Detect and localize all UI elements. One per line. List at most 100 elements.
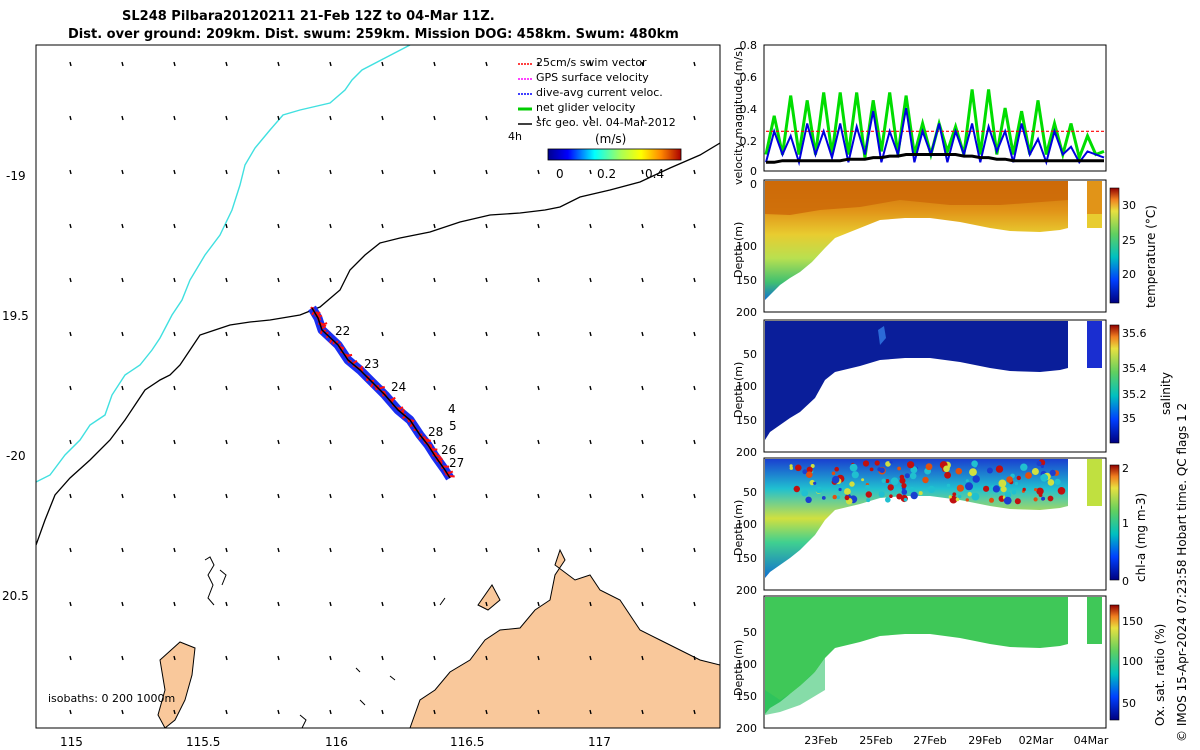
- y-tick: 20.5: [2, 589, 29, 603]
- velocity-arrow: [381, 439, 384, 445]
- chl-dot: [901, 483, 907, 489]
- chl-dot: [832, 494, 837, 500]
- chl-dot: [1038, 493, 1043, 497]
- y-tick: -20: [6, 449, 26, 463]
- velocity-arrow: [121, 493, 124, 499]
- velocity-arrow: [225, 709, 228, 715]
- map-colorbar: 4h (m/s) 0 0.2 0.4: [508, 130, 682, 181]
- velocity-arrow: [381, 331, 384, 337]
- velocity-arrow: [69, 115, 72, 121]
- day-label: 28: [428, 425, 443, 439]
- chl-dot: [1003, 496, 1012, 505]
- chl-dot: [844, 495, 850, 501]
- velocity-arrow: [225, 115, 228, 121]
- y-tick: 0.6: [740, 71, 758, 84]
- chl-dot: [1054, 478, 1061, 485]
- velocity-arrow: [641, 331, 644, 337]
- chl-dot: [922, 476, 929, 484]
- chl-dot: [889, 494, 893, 499]
- chl-dot: [801, 489, 809, 497]
- x-tick: 116.5: [450, 735, 484, 749]
- x-tick: 27Feb: [913, 734, 946, 747]
- velocity-arrow: [329, 223, 332, 229]
- velocity-arrow: [537, 277, 540, 283]
- velocity-arrow: [69, 493, 72, 499]
- velocity-arrow: [225, 493, 228, 499]
- velocity-arrow: [69, 709, 72, 715]
- chl-dot: [836, 495, 841, 500]
- velocity-arrow: [277, 655, 280, 661]
- velocity-arrow: [121, 655, 124, 661]
- chl-dot: [965, 482, 973, 491]
- chl-dot: [952, 492, 957, 497]
- chl-dot: [956, 484, 965, 492]
- chl-dot: [849, 481, 855, 487]
- velocity-arrow: [381, 655, 384, 661]
- velocity-arrow: [589, 601, 592, 607]
- y-tick: 0.8: [740, 39, 758, 52]
- chl-dot: [844, 488, 851, 495]
- velocity-arrow: [433, 277, 436, 283]
- chl-dot: [1034, 488, 1038, 492]
- velocity-arrow: [329, 439, 332, 445]
- chl-dot: [889, 460, 893, 464]
- velocity-arrow: [329, 169, 332, 175]
- velocity-arrow: [433, 493, 436, 499]
- velocity-arrow: [641, 223, 644, 229]
- legend-label: sfc geo. vel. 04-Mar-2012: [536, 116, 676, 129]
- velocity-arrow: [589, 385, 592, 391]
- velocity-arrow: [69, 223, 72, 229]
- chl-dot: [995, 465, 1004, 473]
- velocity-arrow: [121, 331, 124, 337]
- chl-dot: [1057, 487, 1066, 495]
- velocity-arrow: [589, 547, 592, 553]
- velocity-arrow: [329, 547, 332, 553]
- velocity-arrow: [537, 439, 540, 445]
- velocity-arrow: [537, 493, 540, 499]
- velocity-arrow: [589, 115, 592, 121]
- velocity-arrow: [485, 115, 488, 121]
- colorbar-tick: 0: [1122, 575, 1129, 588]
- velocity-arrow: [277, 709, 280, 715]
- velocity-series-line: [765, 107, 1105, 167]
- velocity-arrow: [589, 331, 592, 337]
- chl-dot: [967, 492, 972, 497]
- chl-dot: [927, 485, 936, 493]
- y-tick: 50: [743, 626, 757, 639]
- velocity-arrow: [225, 655, 228, 661]
- y-tick: 100: [736, 518, 757, 531]
- chl-dot: [1011, 490, 1017, 495]
- velocity-arrow: [277, 547, 280, 553]
- velocity-arrow: [693, 385, 696, 391]
- chl-dot: [903, 497, 908, 502]
- x-tick: 23Feb: [804, 734, 837, 747]
- velocity-arrow: [277, 115, 280, 121]
- y-tick: 100: [736, 380, 757, 393]
- chl-dot: [1004, 491, 1012, 499]
- velocity-arrow: [433, 709, 436, 715]
- y-axis-label: Depth (m): [732, 640, 745, 696]
- velocity-arrow: [173, 385, 176, 391]
- colorbar-tick: 0.2: [597, 167, 616, 181]
- chl-dot: [887, 484, 894, 491]
- velocity-arrow: [225, 169, 228, 175]
- chl-dot: [1049, 469, 1056, 476]
- velocity-series-line: [766, 153, 1104, 164]
- velocity-arrow: [641, 169, 644, 175]
- velocity-arrow: [589, 169, 592, 175]
- velocity-arrow: [485, 547, 488, 553]
- chl-dot: [998, 479, 1007, 488]
- chl-dot: [793, 485, 800, 493]
- colorbar-tick: 2: [1122, 462, 1129, 475]
- copyright-note: © IMOS 15-Apr-2024 07:23:58 Hobart time.…: [1175, 403, 1189, 742]
- chl-dot: [983, 485, 990, 492]
- velocity-arrow: [589, 223, 592, 229]
- colorbar-tick: 35.4: [1122, 362, 1147, 375]
- velocity-arrow: [485, 61, 488, 67]
- chl-dot: [969, 468, 977, 476]
- velocity-arrow: [381, 709, 384, 715]
- velocity-arrow: [537, 169, 540, 175]
- chl-dot: [986, 467, 993, 474]
- velocity-arrow: [381, 223, 384, 229]
